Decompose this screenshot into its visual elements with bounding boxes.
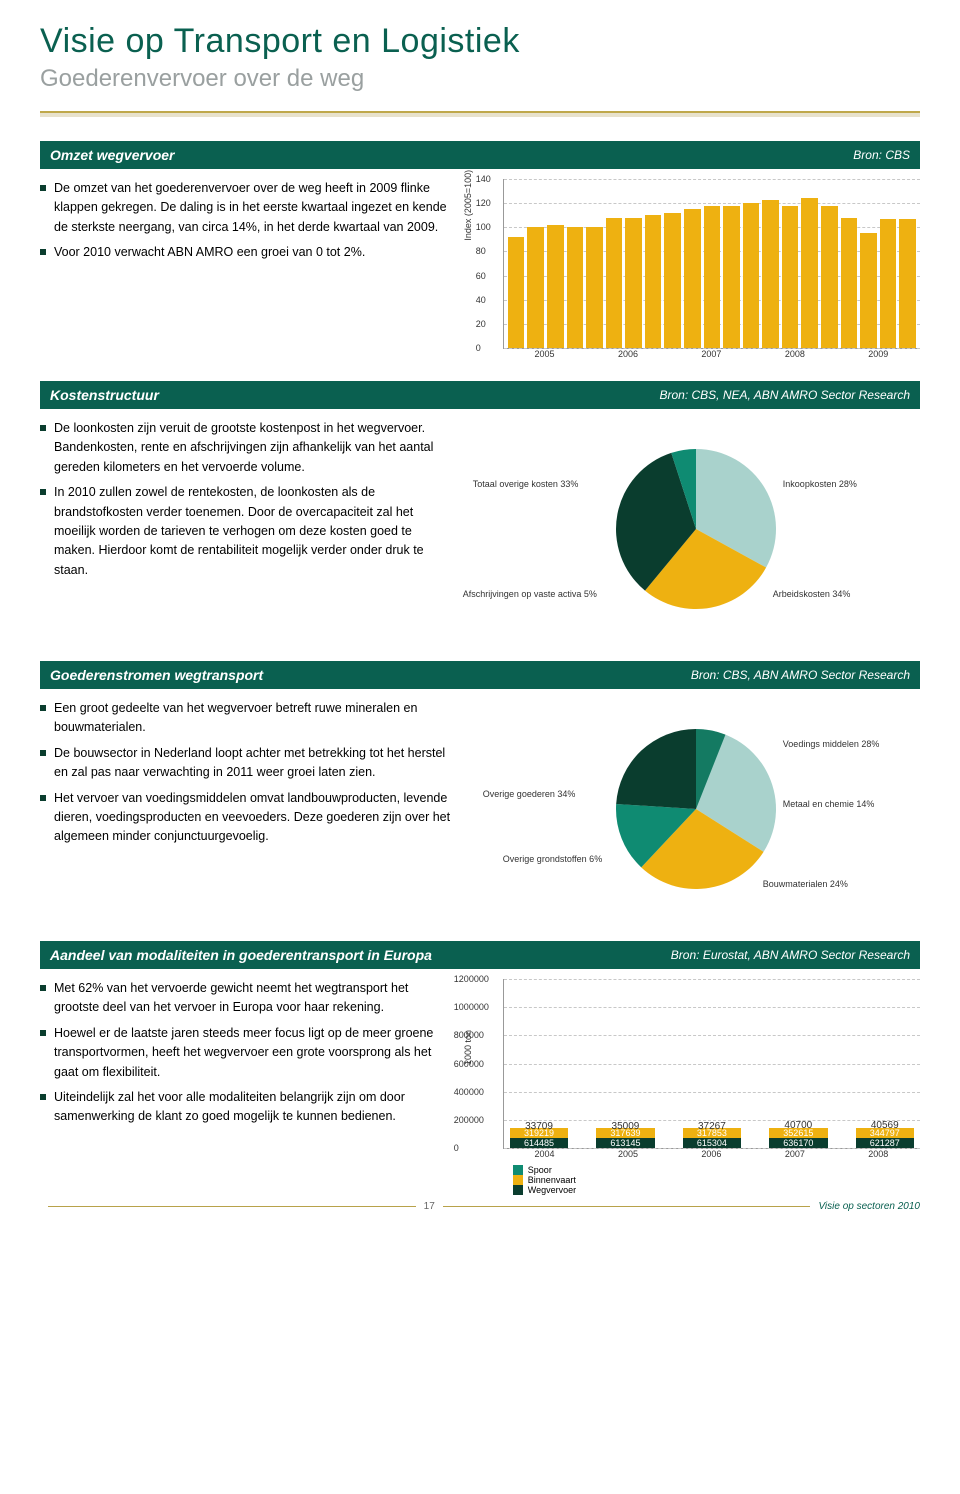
pie-label: Bouwmaterialen 24% — [763, 879, 848, 889]
stack-segment: 636170 — [769, 1138, 827, 1148]
bullet-item: Het vervoer van voedingsmiddelen omvat l… — [40, 789, 453, 847]
section-source: Bron: Eurostat, ABN AMRO Sector Research — [671, 948, 910, 962]
bar — [762, 200, 779, 348]
bar — [586, 227, 603, 348]
bar — [704, 206, 721, 348]
bullet-item: De omzet van het goederenvervoer over de… — [40, 179, 453, 237]
pie-label: Totaal overige kosten 33% — [473, 479, 579, 489]
bullet-item: Hoewel er de laatste jaren steeds meer f… — [40, 1024, 453, 1082]
pie-label: Afschrijvingen op vaste activa 5% — [463, 589, 597, 599]
bar — [899, 219, 916, 348]
bar — [527, 227, 544, 348]
stacked-bar: 61530431785337267 — [683, 1128, 741, 1148]
bar — [606, 218, 623, 348]
stacked-bar: 63617035261540700 — [769, 1128, 827, 1148]
bullet-item: De loonkosten zijn veruit de grootste ko… — [40, 419, 453, 477]
section-source: Bron: CBS, ABN AMRO Sector Research — [691, 668, 910, 682]
bar — [547, 225, 564, 348]
bar — [801, 198, 818, 348]
bar — [860, 233, 877, 348]
pie-slice — [617, 729, 697, 809]
bullets-list: Met 62% van het vervoerde gewicht neemt … — [40, 979, 453, 1127]
bullet-item: De bouwsector in Nederland loopt achter … — [40, 744, 453, 783]
bar — [723, 206, 740, 348]
page-footer: 17 Visie op sectoren 2010 — [40, 1201, 920, 1212]
bar-chart-omzet: Index (2005=100) 020406080100120140 2005… — [473, 179, 920, 359]
y-axis-label: Index (2005=100) — [463, 170, 473, 241]
legend: SpoorBinnenvaartWegvervoer — [513, 1165, 920, 1195]
pie-label: Overige goederen 34% — [483, 789, 576, 799]
legend-item: Binnenvaart — [513, 1175, 920, 1185]
bar — [821, 206, 838, 348]
bar — [782, 206, 799, 348]
bar — [743, 203, 760, 348]
bullet-item: Voor 2010 verwacht ABN AMRO een groei va… — [40, 243, 453, 262]
stack-segment: 615304 — [683, 1138, 741, 1148]
pie-label: Metaal en chemie 14% — [783, 799, 875, 809]
bar — [684, 209, 701, 348]
bar — [664, 213, 681, 348]
bar — [880, 219, 897, 348]
section-omzet: Omzet wegvervoer Bron: CBS De omzet van … — [40, 141, 920, 359]
stack-segment: 621287 — [856, 1138, 914, 1148]
section-title: Aandeel van modaliteiten in goederentran… — [50, 947, 432, 963]
section-modaliteiten: Aandeel van modaliteiten in goederentran… — [40, 941, 920, 1179]
bar — [625, 218, 642, 348]
bullet-item: In 2010 zullen zowel de rentekosten, de … — [40, 483, 453, 580]
section-source: Bron: CBS, NEA, ABN AMRO Sector Research — [659, 388, 910, 402]
section-title: Kostenstructuur — [50, 387, 159, 403]
stack-segment: 614485 — [510, 1138, 568, 1148]
bar — [645, 215, 662, 348]
pie-chart-goederen: Overige goederen 34% Voedings middelen 28… — [473, 699, 920, 919]
bar — [508, 237, 525, 348]
page-subtitle: Goederenvervoer over de weg — [40, 65, 920, 93]
divider — [40, 111, 920, 117]
section-kosten: Kostenstructuur Bron: CBS, NEA, ABN AMRO… — [40, 381, 920, 639]
pie-label: Inkoopkosten 28% — [783, 479, 857, 489]
section-title: Goederenstromen wegtransport — [50, 667, 263, 683]
bullet-item: Met 62% van het vervoerde gewicht neemt … — [40, 979, 453, 1018]
footer-right: Visie op sectoren 2010 — [818, 1201, 920, 1212]
section-title: Omzet wegvervoer — [50, 147, 175, 163]
bullets-list: De omzet van het goederenvervoer over de… — [40, 179, 453, 263]
stack-segment: 613145 — [596, 1138, 654, 1148]
bullet-item: Een groot gedeelte van het wegvervoer be… — [40, 699, 453, 738]
stacked-chart: 1000 ton 0200000400000600000800000100000… — [473, 979, 920, 1179]
legend-item: Wegvervoer — [513, 1185, 920, 1195]
bullets-list: Een groot gedeelte van het wegvervoer be… — [40, 699, 453, 847]
stacked-bar: 61314531763935009 — [596, 1128, 654, 1148]
pie-chart-kosten: Totaal overige kosten 33% Inkoopkosten 28… — [473, 419, 920, 639]
page-title: Visie op Transport en Logistiek — [40, 22, 920, 61]
stacked-bar: 61448531921933709 — [510, 1128, 568, 1148]
page-number: 17 — [424, 1201, 435, 1212]
bar — [567, 227, 584, 348]
section-goederen: Goederenstromen wegtransport Bron: CBS, … — [40, 661, 920, 919]
pie-label: Overige grondstoffen 6% — [503, 854, 602, 864]
stacked-bar: 62128734479740569 — [856, 1128, 914, 1148]
bullets-list: De loonkosten zijn veruit de grootste ko… — [40, 419, 453, 580]
bar — [841, 218, 858, 348]
legend-item: Spoor — [513, 1165, 920, 1175]
bullet-item: Uiteindelijk zal het voor alle modalitei… — [40, 1088, 453, 1127]
pie-label: Voedings middelen 28% — [783, 739, 880, 749]
pie-label: Arbeidskosten 34% — [773, 589, 851, 599]
section-source: Bron: CBS — [853, 148, 910, 162]
